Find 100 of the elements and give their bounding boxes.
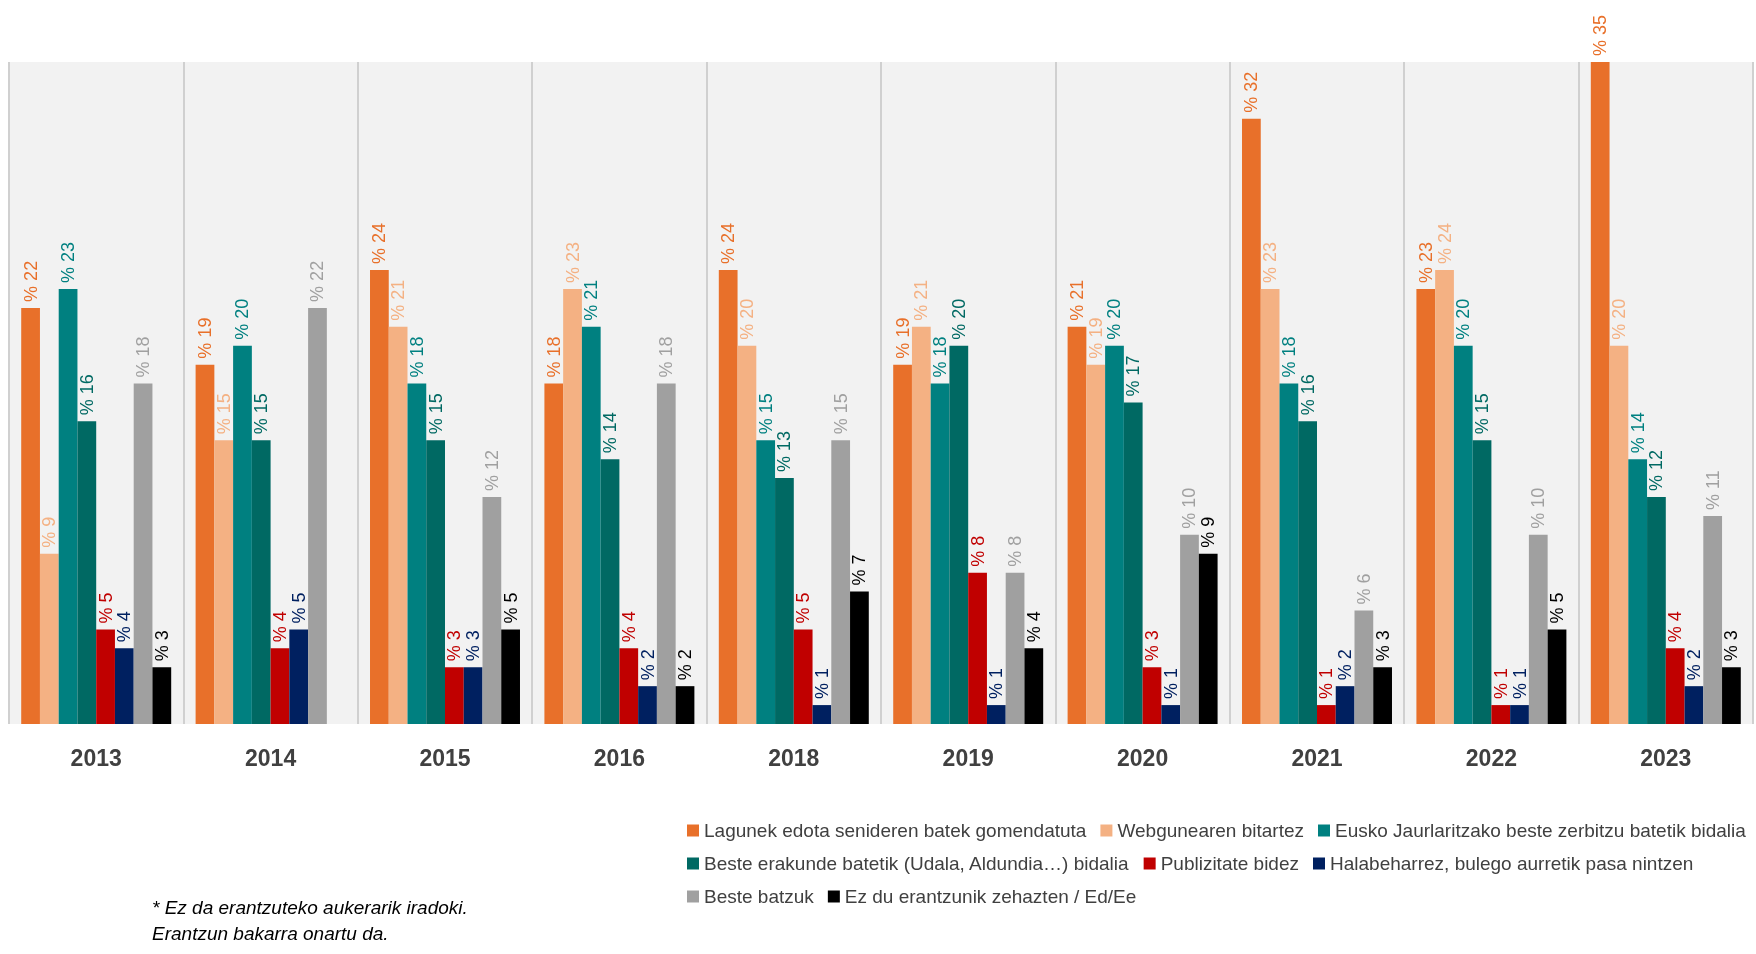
bar — [482, 497, 502, 724]
data-label: % 9 — [1198, 516, 1219, 548]
bar — [619, 648, 639, 724]
data-label: % 3 — [1372, 630, 1393, 662]
x-tick-label: 2023 — [1640, 744, 1692, 771]
bar — [1298, 421, 1317, 724]
bar — [563, 288, 582, 724]
x-tick-label: 2020 — [1117, 744, 1169, 771]
bar — [308, 307, 327, 724]
bar — [21, 307, 40, 724]
x-tick-label: 2016 — [593, 744, 645, 771]
data-label: % 11 — [1702, 470, 1723, 510]
bar — [463, 667, 483, 724]
bar — [1722, 667, 1741, 724]
bar — [600, 459, 620, 724]
bar — [1279, 383, 1299, 724]
bar — [1472, 440, 1492, 724]
bar — [949, 345, 969, 724]
legend-label: Webgunearen bitartez — [1117, 820, 1305, 841]
data-label: % 20 — [1453, 298, 1474, 340]
bar — [850, 591, 869, 724]
data-label: % 12 — [481, 450, 502, 492]
bar — [1161, 705, 1181, 724]
legend-label: Eusko Jaurlaritzako beste zerbitzu batetik bidalia — [1335, 820, 1747, 841]
data-label: % 1 — [1490, 668, 1511, 700]
bar — [1105, 345, 1124, 724]
data-label: % 18 — [406, 336, 427, 378]
bar — [445, 667, 464, 724]
bar — [1260, 288, 1280, 724]
data-label: % 5 — [95, 592, 116, 624]
data-label: % 18 — [930, 336, 951, 378]
data-label: % 14 — [600, 412, 621, 454]
bar — [893, 364, 912, 724]
data-label: % 5 — [288, 592, 309, 624]
bar — [581, 326, 601, 724]
data-label: % 14 — [1627, 412, 1648, 454]
bar — [1005, 572, 1025, 724]
data-label: % 18 — [543, 336, 564, 378]
bar — [370, 270, 389, 724]
bar — [501, 629, 520, 724]
bar — [1510, 705, 1529, 724]
bar — [831, 440, 851, 724]
data-label: % 15 — [425, 393, 446, 435]
data-label: % 15 — [755, 393, 776, 435]
bar — [407, 383, 427, 724]
legend-label: Beste batzuk — [704, 886, 815, 907]
bar — [58, 288, 78, 724]
bar — [233, 345, 252, 724]
data-label: % 3 — [444, 630, 465, 662]
bar — [1703, 515, 1723, 724]
legend-label: Lagunek edota senideren batek gomendatuta — [704, 820, 1087, 841]
text: * Ez da erantzuteko aukerarik iradoki. — [152, 897, 468, 918]
bar — [388, 326, 408, 724]
bar — [1180, 534, 1199, 724]
bar — [152, 667, 172, 724]
bar — [251, 440, 271, 724]
data-label: % 8 — [1005, 535, 1026, 567]
legend-label: Halabeharrez, bulego aurretik pasa nintzen — [1330, 853, 1694, 874]
data-label: % 4 — [618, 611, 639, 643]
bar — [1435, 270, 1454, 724]
data-label: % 16 — [76, 374, 97, 416]
legend-label: Beste erakunde batetik (Udala, Aldundia…) bidalia — [704, 853, 1130, 874]
data-label: % 23 — [1260, 241, 1281, 283]
bar — [1528, 534, 1548, 724]
data-label: % 19 — [1085, 317, 1106, 359]
data-label: % 13 — [774, 431, 795, 473]
data-label: % 20 — [736, 298, 757, 340]
legend-label: Ez du erantzunik zehazten / Ed/Ee — [844, 886, 1137, 907]
data-label: % 4 — [269, 611, 290, 643]
data-label: % 32 — [1241, 71, 1262, 113]
data-label: % 23 — [58, 241, 79, 283]
data-label: % 4 — [114, 611, 135, 643]
data-label: % 24 — [1434, 223, 1455, 265]
data-label: % 21 — [911, 279, 932, 321]
bar — [1198, 553, 1218, 724]
data-label: % 15 — [830, 393, 851, 435]
x-tick-label: 2014 — [245, 744, 297, 771]
data-label: % 21 — [1066, 279, 1087, 321]
data-label: % 5 — [1547, 592, 1568, 624]
bar — [793, 629, 813, 724]
data-label: % 16 — [1297, 374, 1318, 416]
bar — [1647, 497, 1666, 724]
bar — [638, 686, 657, 724]
data-label: % 1 — [1316, 668, 1337, 700]
data-label: % 10 — [1179, 487, 1200, 529]
bar — [986, 705, 1006, 724]
data-label: % 19 — [194, 317, 215, 359]
data-label: % 1 — [1160, 668, 1181, 700]
data-label: % 15 — [213, 393, 234, 435]
data-label: % 2 — [1683, 649, 1704, 681]
data-label: % 23 — [562, 241, 583, 283]
data-label: % 19 — [892, 317, 913, 359]
data-label: % 20 — [1104, 298, 1125, 340]
data-label: % 2 — [1335, 649, 1356, 681]
data-label: % 20 — [232, 298, 253, 340]
bar — [1628, 459, 1648, 724]
x-tick-label: 2015 — [419, 744, 471, 771]
bar — [812, 705, 832, 724]
bar — [1354, 610, 1374, 724]
data-label: % 4 — [1665, 611, 1686, 643]
